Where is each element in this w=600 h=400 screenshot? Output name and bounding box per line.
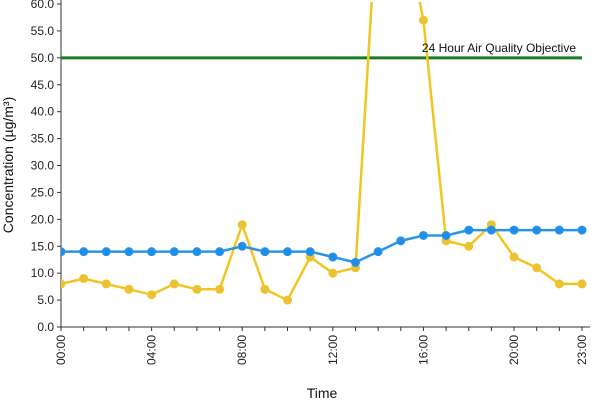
series-1-point: [192, 284, 202, 294]
series-1-point: [237, 220, 247, 230]
x-tick-label: 04:00: [145, 335, 159, 365]
y-tick-label: 35.0: [31, 132, 55, 146]
y-tick-label: 5.0: [37, 293, 54, 307]
y-tick-label: 40.0: [31, 105, 55, 119]
y-tick-label: 50.0: [31, 51, 55, 65]
series-2-point: [237, 241, 247, 251]
series-1-point: [260, 284, 270, 294]
series-2-point: [486, 225, 496, 235]
series-1-point: [283, 295, 293, 305]
series-2-point: [169, 247, 179, 257]
y-tick-label: 60.0: [31, 0, 55, 11]
reference-line-label: 24 Hour Air Quality Objective: [422, 41, 576, 55]
y-tick-label: 30.0: [31, 159, 55, 173]
series-2-point: [350, 257, 360, 267]
series-2-point: [283, 247, 293, 257]
series-1-point: [532, 263, 542, 273]
series-1-point: [61, 279, 66, 289]
y-tick-label: 15.0: [31, 239, 55, 253]
series-2-point: [260, 247, 270, 257]
series-2-point: [464, 225, 474, 235]
x-axis-title: Time: [307, 385, 338, 400]
x-axis: 00:00 04:00 08:00 12:00 16:00 20:00 23:00: [54, 326, 590, 365]
x-tick-label: 23:00: [575, 335, 589, 365]
series-2-point: [101, 247, 111, 257]
y-tick-label: 20.0: [31, 212, 55, 226]
y-tick-label: 10.0: [31, 266, 55, 280]
y-axis-title: Concentration (µg/m³): [0, 97, 16, 233]
series-2-point: [79, 247, 89, 257]
series-1-point: [554, 279, 564, 289]
x-tick-label: 16:00: [416, 335, 430, 365]
series-2-point: [192, 247, 202, 257]
series-2-point: [215, 247, 225, 257]
series-2-point: [532, 225, 542, 235]
y-tick-label: 25.0: [31, 185, 55, 199]
x-tick-label: 12:00: [326, 335, 340, 365]
series-2-point: [328, 252, 338, 262]
series-1-point: [509, 252, 519, 262]
series-2-point: [305, 247, 315, 257]
series-1-point: [147, 290, 157, 300]
x-tick-label: 00:00: [54, 335, 68, 365]
plot-area: [61, 2, 587, 305]
series-2-point: [61, 247, 66, 257]
x-tick-label: 08:00: [235, 335, 249, 365]
series-2-point: [577, 225, 587, 235]
series-2-point: [373, 247, 383, 257]
series-1-point: [79, 274, 89, 284]
series-1-point: [215, 284, 225, 294]
y-tick-label: 45.0: [31, 78, 55, 92]
series-2-point: [509, 225, 519, 235]
x-tick-label: 20:00: [507, 335, 521, 365]
series-2-point: [396, 236, 406, 246]
series-1-point: [169, 279, 179, 289]
y-tick-label: 55.0: [31, 24, 55, 38]
series-2-point: [124, 247, 134, 257]
series-1-point: [464, 241, 474, 251]
series-2-point: [554, 225, 564, 235]
series-1-point: [577, 279, 587, 289]
series-1-point: [418, 15, 428, 25]
series-2-line: [61, 228, 582, 264]
series-1-point: [124, 284, 134, 294]
y-tick-label: 0.0: [37, 320, 54, 334]
series-1-point: [328, 268, 338, 278]
series-2-point: [441, 230, 451, 240]
series-2-point: [147, 247, 157, 257]
series-1-point: [101, 279, 111, 289]
series-2-point: [418, 230, 428, 240]
y-axis: 0.0 5.0 10.0 15.0 20.0 25.0 30.0 35.0 40.0 45.0 50…: [31, 0, 62, 334]
